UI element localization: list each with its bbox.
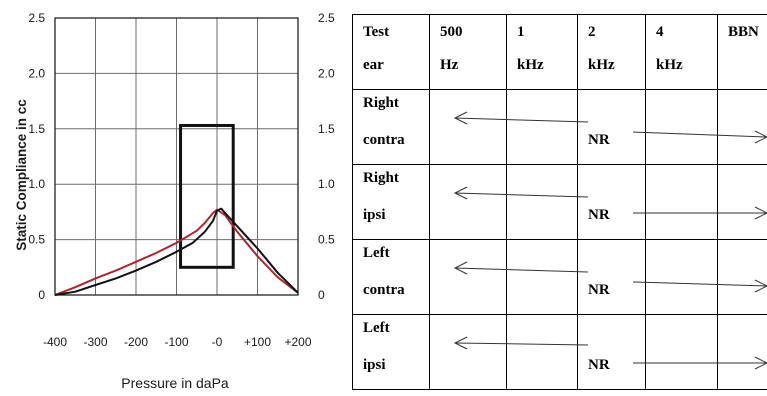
tympanogram-chart: 2.5 2.0 1.5 1.0 0.5 0 2.5 2.0 1.5 1.0 0.5 0 -400 -300… <box>14 11 335 391</box>
cell-4khz <box>645 89 718 165</box>
x-tick: +100 <box>244 335 271 349</box>
y-tick-right: 2.5 <box>318 11 335 25</box>
x-tick: -100 <box>164 335 188 349</box>
x-axis-label: Pressure in daPa <box>121 375 229 391</box>
table-row-left-contra: Left contra NR <box>352 239 767 315</box>
cell-2khz: NR <box>577 239 767 315</box>
tick-labels: 2.5 2.0 1.5 1.0 0.5 0 2.5 2.0 1.5 1.0 0.5 0 -400 -300… <box>28 11 335 349</box>
y-tick-right: 0 <box>318 288 325 302</box>
header-test-ear: Test ear <box>352 14 430 90</box>
acoustic-reflex-table: Test ear 500 Hz 1 kHz 2 kHz 4 kHz BBN Right co… <box>352 14 767 390</box>
header-2khz: 2 kHz <box>577 14 646 90</box>
y-tick-right: 0.5 <box>318 233 335 247</box>
cell-2khz: NR <box>577 164 767 240</box>
cell-4khz <box>645 239 718 315</box>
x-tick: +200 <box>284 335 311 349</box>
cell-500hz <box>429 164 589 240</box>
table-header-row: Test ear 500 Hz 1 kHz 2 kHz 4 kHz BBN <box>352 14 767 90</box>
header-500hz: 500 Hz <box>429 14 507 90</box>
cell-bbn <box>717 89 767 165</box>
cell-2khz: NR <box>577 314 767 390</box>
cell-500hz <box>429 89 589 165</box>
cell-4khz <box>645 164 718 240</box>
cell-1khz <box>506 164 578 240</box>
nr-label: NR <box>588 357 610 373</box>
cell-500hz <box>429 314 589 390</box>
ear-cell: Left ipsi <box>352 314 430 390</box>
header-4khz: 4 kHz <box>645 14 718 90</box>
normal-range-box <box>179 123 235 269</box>
nr-label: NR <box>588 207 610 223</box>
plot-frame <box>54 17 299 296</box>
cell-bbn <box>717 239 767 315</box>
cell-bbn <box>717 314 767 390</box>
x-tick: -0 <box>212 335 223 349</box>
ear-cell: Left contra <box>352 239 430 315</box>
y-tick-left: 1.5 <box>28 122 45 136</box>
nr-label: NR <box>588 282 610 298</box>
cell-2khz: NR <box>577 89 767 165</box>
y-tick-left: 2.0 <box>28 66 45 80</box>
cell-bbn <box>717 164 767 240</box>
y-tick-left: 0.5 <box>28 233 45 247</box>
y-tick-left: 2.5 <box>28 11 45 25</box>
y-tick-right: 2.0 <box>318 66 335 80</box>
series-line-2 <box>54 207 299 296</box>
ear-cell: Right contra <box>352 89 430 165</box>
table-row-left-ipsi: Left ipsi NR <box>352 314 767 390</box>
cell-1khz <box>506 239 578 315</box>
y-axis-label: Static Compliance in cc <box>14 99 29 251</box>
y-tick-right: 1.0 <box>318 177 335 191</box>
cell-500hz <box>429 239 589 315</box>
series-layer <box>54 207 299 296</box>
ear-cell: Right ipsi <box>352 164 430 240</box>
cell-4khz <box>645 314 718 390</box>
y-tick-right: 1.5 <box>318 122 335 136</box>
x-tick: -400 <box>43 335 67 349</box>
table-row-right-contra: Right contra NR <box>352 89 767 165</box>
x-tick: -300 <box>83 335 107 349</box>
header-1khz: 1 kHz <box>506 14 578 90</box>
cell-1khz <box>506 314 578 390</box>
y-tick-left: 1.0 <box>28 177 45 191</box>
series-line-1 <box>54 208 299 296</box>
x-tick: -200 <box>124 335 148 349</box>
nr-label: NR <box>588 132 610 148</box>
table-row-right-ipsi: Right ipsi NR <box>352 164 767 240</box>
header-bbn: BBN <box>717 14 767 90</box>
y-tick-left: 0 <box>38 288 45 302</box>
cell-1khz <box>506 89 578 165</box>
